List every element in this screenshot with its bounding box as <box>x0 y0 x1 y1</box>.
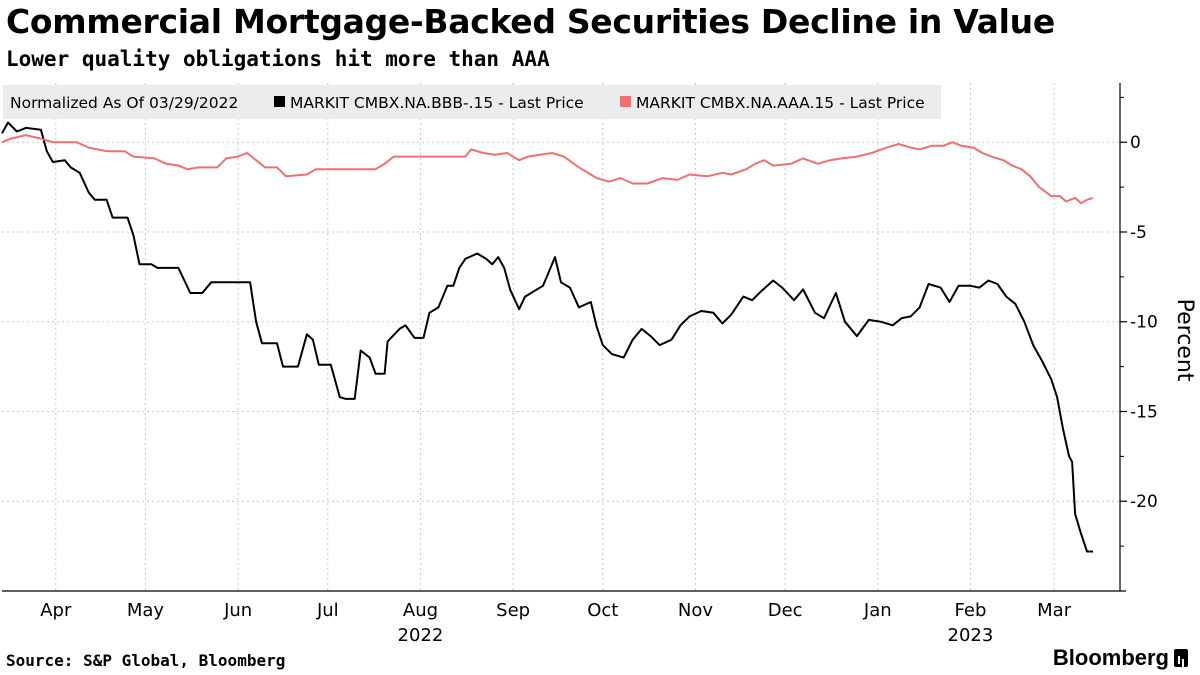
x-tick-label: Feb <box>955 600 987 621</box>
y-tick-label: -15 <box>1130 402 1158 422</box>
x-tick-label: Jun <box>223 600 252 621</box>
chart-subtitle: Lower quality obligations hit more than … <box>6 47 550 71</box>
brand-name: Bloomberg <box>1052 645 1169 670</box>
legend-note: Normalized As Of 03/29/2022 <box>10 94 238 112</box>
series-line-bbb <box>1 121 1093 553</box>
x-year-label: 2022 <box>398 625 444 646</box>
chart-title: Commercial Mortgage-Backed Securities De… <box>6 2 1055 41</box>
legend-swatch <box>620 96 631 107</box>
y-axis-label: Percent <box>1172 299 1197 382</box>
bloomberg-logo: Bloomberg <box>1053 645 1188 671</box>
x-year-label: 2023 <box>948 625 994 646</box>
x-tick-label: Sep <box>496 600 530 621</box>
y-tick-label: -20 <box>1130 492 1158 512</box>
x-tick-label: Apr <box>40 600 72 621</box>
legend-background <box>3 85 941 119</box>
x-tick-label: Mar <box>1037 600 1072 621</box>
x-tick-label: Jul <box>316 600 339 621</box>
series-line-aaa <box>1 134 1094 205</box>
legend-series-label: MARKIT CMBX.NA.BBB-.15 - Last Price <box>290 94 584 112</box>
x-tick-label: Dec <box>768 600 803 621</box>
y-tick-label: 0 <box>1130 133 1141 153</box>
legend-series-label: MARKIT CMBX.NA.AAA.15 - Last Price <box>636 94 925 112</box>
x-tick-label: Aug <box>403 600 438 621</box>
source-note: Source: S&P Global, Bloomberg <box>6 651 286 670</box>
legend-swatch <box>274 96 285 107</box>
y-tick-label: -10 <box>1130 313 1158 333</box>
x-tick-label: Oct <box>587 600 618 621</box>
x-tick-label: May <box>127 600 165 621</box>
x-tick-label: Jan <box>863 600 892 621</box>
bloomberg-terminal-icon <box>1174 649 1188 667</box>
x-tick-label: Nov <box>678 600 713 621</box>
y-tick-label: -5 <box>1130 223 1147 243</box>
